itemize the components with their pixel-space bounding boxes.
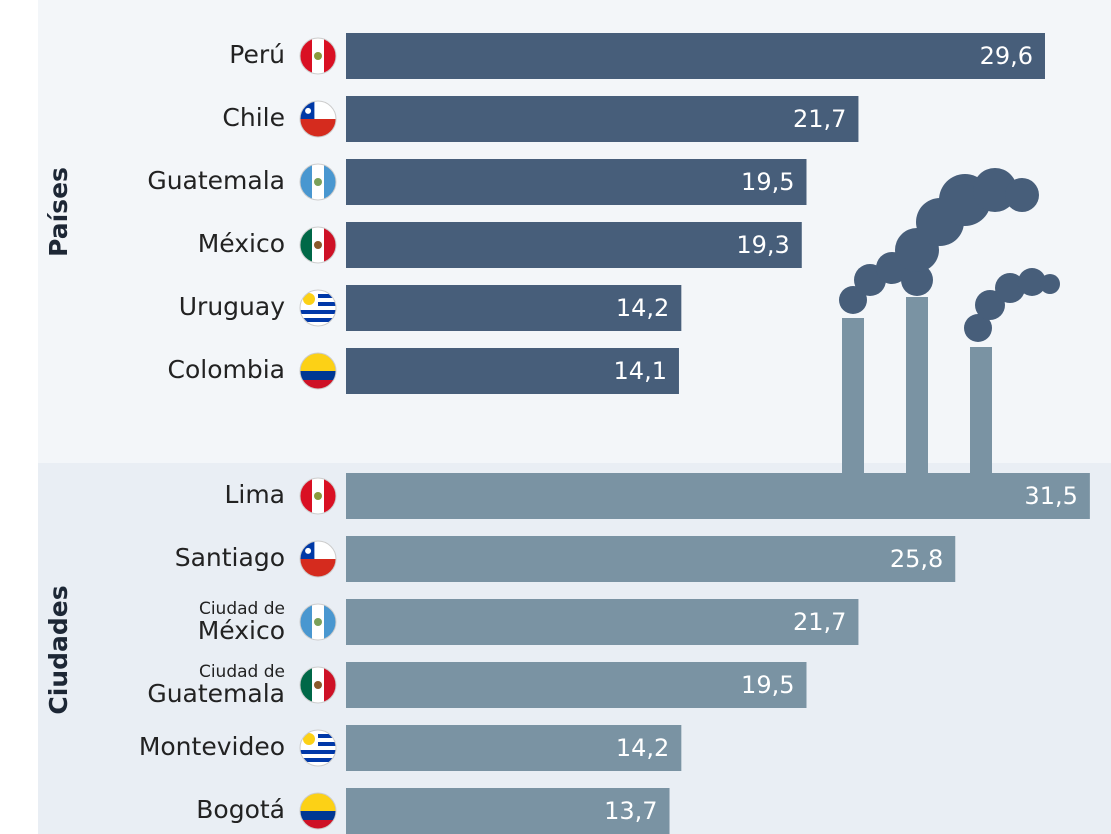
- category-label: Perú: [229, 40, 285, 69]
- value-label: 21,7: [793, 105, 846, 133]
- value-label: 14,2: [616, 294, 669, 322]
- category-label: Santiago: [175, 543, 285, 572]
- value-label: 21,7: [793, 608, 846, 636]
- bar: [346, 473, 1090, 519]
- value-label: 14,2: [616, 734, 669, 762]
- bar: [346, 536, 955, 582]
- category-label: Guatemala: [147, 166, 285, 195]
- category-label: México: [198, 229, 285, 258]
- flag-part: [300, 750, 336, 754]
- value-label: 14,1: [614, 357, 667, 385]
- flag-part: [314, 492, 322, 500]
- category-label-line2: Guatemala: [147, 679, 285, 708]
- category-label-line2: México: [198, 616, 285, 645]
- category-label: Uruguay: [179, 292, 285, 321]
- category-label: Chile: [222, 103, 285, 132]
- flag-part: [305, 548, 311, 554]
- category-label: Bogotá: [196, 795, 285, 824]
- flag-part: [314, 241, 322, 249]
- group-label: Países: [44, 167, 73, 257]
- bar: [346, 222, 802, 268]
- category-label: Montevideo: [139, 732, 285, 761]
- value-label: 29,6: [980, 42, 1033, 70]
- flag-part: [300, 811, 336, 820]
- flag-part: [314, 618, 322, 626]
- value-label: 19,3: [736, 231, 789, 259]
- value-label: 25,8: [890, 545, 943, 573]
- category-label: Lima: [224, 480, 285, 509]
- flag-part: [314, 178, 322, 186]
- page: {"chart_data": [ {"type": "bar", "group_…: [0, 0, 1111, 834]
- bar: [346, 599, 858, 645]
- bar: [346, 662, 806, 708]
- group-label: Ciudades: [44, 585, 73, 714]
- value-label: 19,5: [741, 168, 794, 196]
- chart: Países Perú 29,6 Chile 21,7 Guatemala 19,5 Méxi…: [0, 0, 1111, 834]
- flag-part: [300, 371, 336, 380]
- bar: [346, 33, 1045, 79]
- bar: [346, 96, 858, 142]
- flag-part: [314, 681, 322, 689]
- category-label: Colombia: [168, 355, 285, 384]
- flag-part: [305, 108, 311, 114]
- flag-part: [314, 52, 322, 60]
- value-label: 13,7: [604, 797, 657, 825]
- flag-part: [300, 310, 336, 314]
- value-label: 31,5: [1024, 482, 1077, 510]
- value-label: 19,5: [741, 671, 794, 699]
- bar: [346, 159, 806, 205]
